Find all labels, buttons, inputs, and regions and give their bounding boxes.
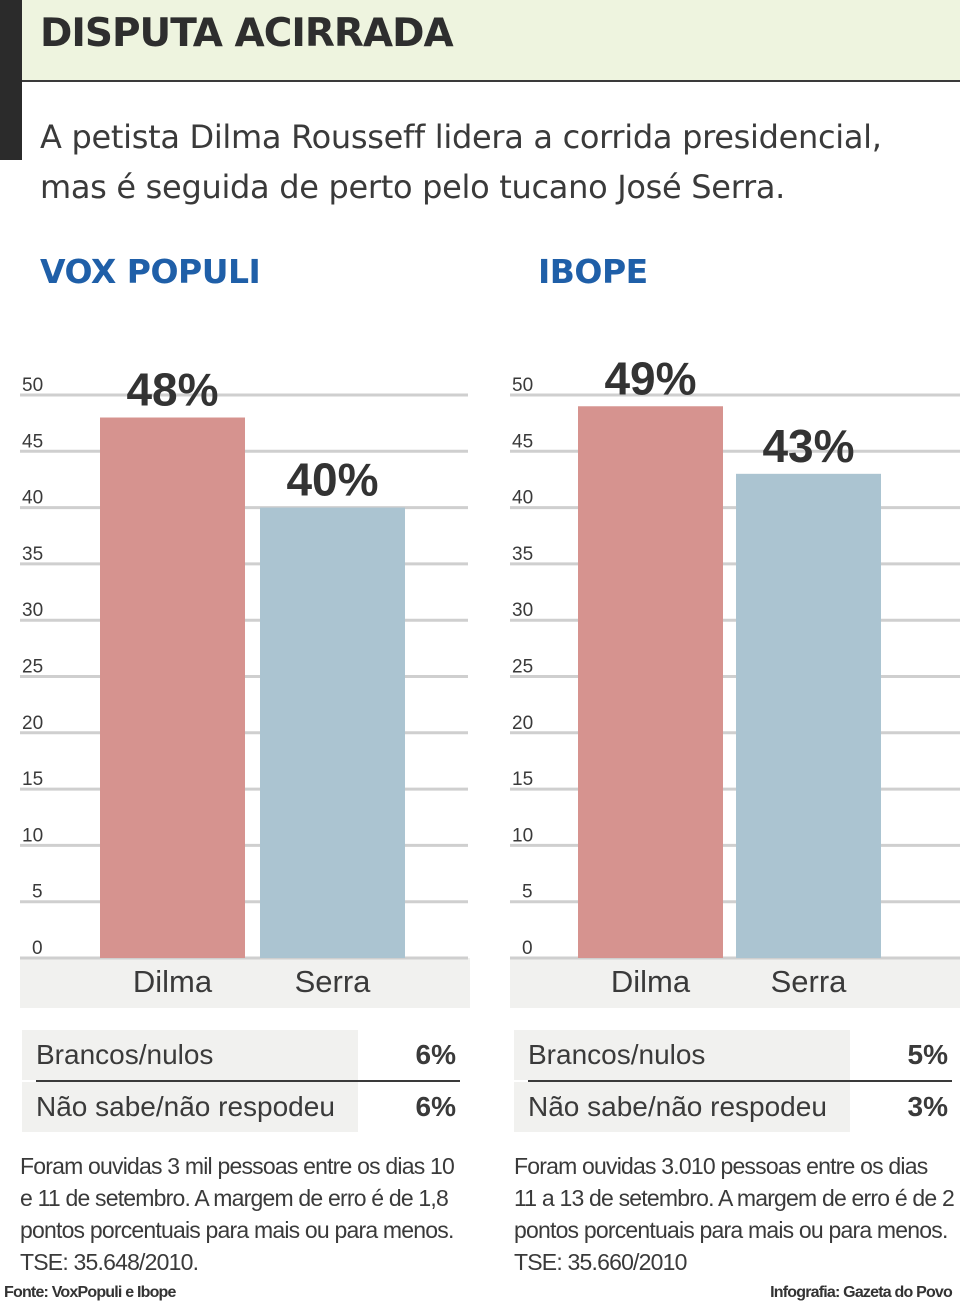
y-tick-label: 20	[512, 713, 533, 734]
y-tick-label: 40	[22, 488, 43, 509]
chart-title-vox-populi: VOX POPULI	[40, 252, 261, 291]
stats-table-ibope: Brancos/nulos 5% Não sabe/não respodeu 3…	[514, 1030, 954, 1132]
y-tick-label: 35	[512, 544, 533, 565]
y-tick-label: 5	[522, 882, 533, 903]
y-tick-label: 25	[512, 657, 533, 678]
category-label: Dilma	[611, 964, 691, 999]
stat-label: Não sabe/não respodeu	[514, 1082, 850, 1132]
y-tick-label: 45	[512, 431, 533, 452]
stats-table-vox-populi: Brancos/nulos 6% Não sabe/não respodeu 6…	[22, 1030, 462, 1132]
stat-label: Não sabe/não respodeu	[22, 1082, 358, 1132]
stat-value: 3%	[907, 1091, 948, 1122]
data-label: 40%	[286, 454, 378, 506]
chart-baseline-band	[20, 958, 470, 1008]
y-tick-label: 50	[22, 375, 43, 396]
y-tick-label: 45	[22, 431, 43, 452]
y-tick-label: 15	[512, 769, 533, 790]
category-label: Serra	[295, 964, 372, 999]
y-tick-label: 0	[522, 938, 533, 959]
stat-value: 6%	[415, 1039, 456, 1070]
category-label: Dilma	[133, 964, 213, 999]
y-tick-label: 35	[22, 544, 43, 565]
chart-title-ibope: IBOPE	[538, 252, 648, 291]
bar-dilma	[100, 417, 245, 958]
y-tick-label: 15	[22, 769, 43, 790]
bar-serra	[736, 473, 881, 958]
y-tick-label: 0	[32, 938, 43, 959]
y-tick-label: 10	[22, 825, 43, 846]
data-label: 48%	[126, 364, 218, 416]
y-tick-label: 50	[512, 375, 533, 396]
page-title: DISPUTA ACIRRADA	[40, 11, 454, 56]
bar-dilma	[578, 406, 723, 958]
stat-label: Brancos/nulos	[514, 1030, 850, 1080]
methodology-note-vox-populi: Foram ouvidas 3 mil pessoas entre os dia…	[20, 1153, 455, 1275]
header-band	[0, 0, 960, 82]
stat-row-nao-sabe: Não sabe/não respodeu 6%	[22, 1082, 462, 1132]
y-tick-label: 10	[512, 825, 533, 846]
data-label: 43%	[762, 420, 854, 472]
stat-value: 5%	[907, 1039, 948, 1070]
y-tick-label: 5	[32, 882, 43, 903]
stat-divider	[36, 1080, 460, 1082]
y-tick-label: 25	[22, 657, 43, 678]
source-credit: Fonte: VoxPopuli e Ibope	[4, 1284, 176, 1301]
chart-baseline-band	[510, 958, 960, 1008]
y-tick-label: 30	[22, 600, 43, 621]
y-tick-label: 20	[22, 713, 43, 734]
data-label: 49%	[604, 352, 696, 404]
page-subtitle: A petista Dilma Rousseff lidera a corrid…	[40, 118, 882, 206]
methodology-note-ibope: Foram ouvidas 3.010 pessoas entre os dia…	[514, 1153, 955, 1275]
bar-charts: 0 5 10 15 20 25 30 35 40 45 50 48% Dilma 40% Serra 0 5 10…	[20, 352, 960, 1008]
y-tick-label: 40	[512, 488, 533, 509]
stat-label: Brancos/nulos	[22, 1030, 358, 1080]
stat-divider	[528, 1080, 952, 1082]
stat-value: 6%	[415, 1091, 456, 1122]
accent-bar	[0, 0, 22, 160]
infographic-credit: Infografia: Gazeta do Povo	[770, 1284, 953, 1301]
y-tick-label: 30	[512, 600, 533, 621]
bar-serra	[260, 507, 405, 958]
stat-row-brancos-nulos: Brancos/nulos 6%	[22, 1030, 462, 1080]
category-label: Serra	[771, 964, 848, 999]
stat-row-nao-sabe: Não sabe/não respodeu 3%	[514, 1082, 954, 1132]
stat-row-brancos-nulos: Brancos/nulos 5%	[514, 1030, 954, 1080]
